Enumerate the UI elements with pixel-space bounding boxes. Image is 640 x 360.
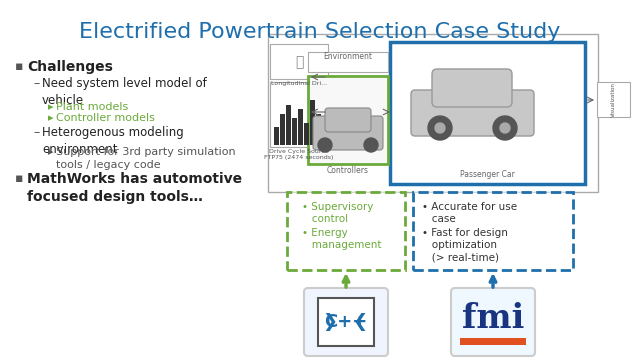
Bar (308, 76, 388, 164)
Text: –: – (33, 77, 39, 90)
Text: • Fast for design: • Fast for design (422, 228, 508, 238)
FancyBboxPatch shape (313, 116, 383, 150)
Bar (270, 82, 328, 147)
Text: fmi: fmi (462, 302, 524, 334)
Text: case: case (422, 214, 456, 224)
Circle shape (493, 116, 517, 140)
Bar (310, 100, 315, 145)
Bar (280, 113, 285, 145)
Text: (> real-time): (> real-time) (422, 252, 499, 262)
Bar (460, 338, 526, 345)
Text: ▪: ▪ (15, 172, 24, 185)
Text: • Energy: • Energy (302, 228, 348, 238)
Text: MathWorks has automotive
focused design tools…: MathWorks has automotive focused design … (27, 172, 242, 204)
Bar (298, 109, 303, 145)
Text: Controller models: Controller models (56, 113, 155, 123)
Text: optimization: optimization (422, 240, 497, 250)
FancyBboxPatch shape (411, 90, 534, 136)
Text: Heterogenous modeling
environment: Heterogenous modeling environment (42, 126, 184, 156)
Bar (308, 52, 388, 72)
Text: C++: C++ (324, 313, 367, 331)
Bar (268, 34, 598, 192)
Text: ▸: ▸ (48, 102, 54, 112)
Bar (413, 192, 573, 270)
FancyBboxPatch shape (325, 108, 371, 132)
Text: management: management (302, 240, 381, 250)
Text: ▸: ▸ (48, 147, 54, 157)
Text: Plant models: Plant models (56, 102, 128, 112)
FancyBboxPatch shape (432, 69, 512, 107)
Text: 🔑: 🔑 (295, 55, 303, 69)
Circle shape (500, 123, 510, 133)
Bar (390, 42, 585, 184)
Text: Challenges: Challenges (27, 60, 113, 74)
Text: Longitudinal Dri...: Longitudinal Dri... (271, 81, 327, 86)
Bar (274, 127, 279, 145)
FancyBboxPatch shape (304, 288, 388, 356)
Text: ▪: ▪ (15, 60, 24, 73)
Text: ▸: ▸ (48, 113, 54, 123)
Text: Electrified Powertrain Selection Case Study: Electrified Powertrain Selection Case St… (79, 22, 561, 42)
Text: Passenger Car: Passenger Car (460, 170, 515, 179)
Text: ❯: ❯ (322, 313, 337, 331)
Bar (270, 44, 328, 79)
Text: –: – (33, 126, 39, 139)
Text: control: control (302, 214, 348, 224)
Circle shape (435, 123, 445, 133)
Bar (318, 298, 374, 346)
Text: Controllers: Controllers (327, 166, 369, 175)
Circle shape (364, 138, 378, 152)
Text: Support for 3rd party simulation
tools / legacy code: Support for 3rd party simulation tools /… (56, 147, 236, 170)
Text: Drive Cycle Source
FTP75 (2474 seconds): Drive Cycle Source FTP75 (2474 seconds) (264, 149, 333, 160)
Text: • Supervisory: • Supervisory (302, 202, 373, 212)
Circle shape (428, 116, 452, 140)
Bar (322, 120, 327, 145)
Circle shape (318, 138, 332, 152)
Bar (286, 104, 291, 145)
Text: Environment: Environment (323, 52, 372, 61)
Text: ❮: ❮ (353, 313, 368, 331)
Bar (292, 118, 297, 145)
Text: • Accurate for use: • Accurate for use (422, 202, 517, 212)
Text: Visualization: Visualization (611, 82, 616, 117)
Bar (304, 122, 309, 145)
FancyBboxPatch shape (451, 288, 535, 356)
Bar (316, 113, 321, 145)
Bar (597, 82, 630, 117)
Text: Need system level model of
vehicle: Need system level model of vehicle (42, 77, 207, 107)
Bar (287, 192, 405, 270)
